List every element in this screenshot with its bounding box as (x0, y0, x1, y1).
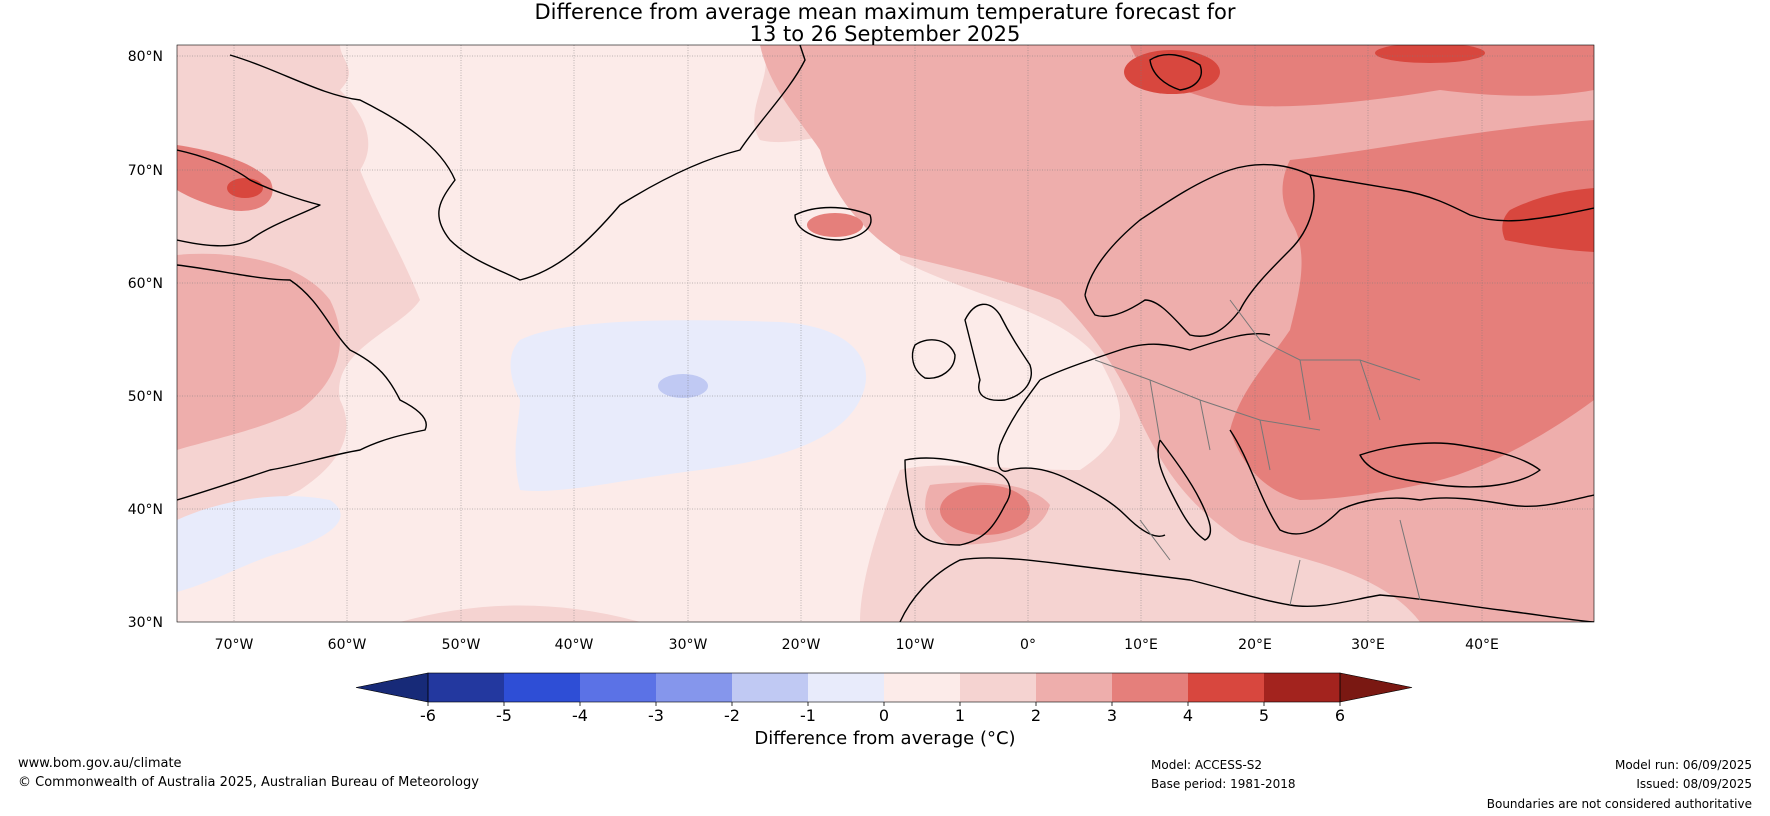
map-gridlines (177, 45, 1594, 622)
colorbar-tick-label: -4 (572, 706, 588, 725)
colorbar-tick-label: 2 (1031, 706, 1041, 725)
lat-label: 70°N (128, 163, 163, 179)
lon-label: 30°E (1351, 637, 1385, 653)
coastline-russia-arctic (1309, 174, 1594, 222)
lon-tick-labels: 70°W 60°W 50°W 40°W 30°W 20°W 10°W 0° 10… (215, 637, 1499, 653)
colorbar-bin (656, 673, 732, 702)
lat-label: 50°N (128, 389, 163, 405)
coastline-labrador (177, 264, 427, 501)
coastline-iceland (794, 206, 872, 241)
colorbar-tick-label: -6 (420, 706, 436, 725)
colorbar-tick-label: 5 (1259, 706, 1269, 725)
colorbar-tick-label: -3 (648, 706, 664, 725)
colorbar-bin (732, 673, 808, 702)
colorbar-bin (504, 673, 580, 702)
lon-label: 30°W (669, 637, 708, 653)
colorbar-over-arrow (1339, 672, 1413, 703)
coastline-iberia (904, 457, 1011, 546)
anomaly-region-2-3-canada (177, 253, 340, 450)
coastline-balkans-turkey (1229, 429, 1594, 535)
lon-label: 20°W (782, 637, 821, 653)
lon-label: 10°W (896, 637, 935, 653)
lon-label: 10°E (1124, 637, 1158, 653)
map-frame (176, 44, 1595, 623)
lat-label: 80°N (128, 49, 163, 65)
footer-base-period: Base period: 1981-2018 (1151, 777, 1296, 791)
colorbar-title: Difference from average (°C) (754, 728, 1016, 749)
lat-tick-labels: 80°N 70°N 60°N 50°N 40°N 30°N (128, 49, 163, 631)
footer-model-run: Model run: 06/09/2025 (1614, 758, 1752, 772)
colorbar-bin (1188, 673, 1264, 702)
colorbar-bin (1036, 673, 1112, 702)
anomaly-region-3-4-iceland (807, 213, 863, 237)
lon-label: 60°W (328, 637, 367, 653)
colorbar-bin (1112, 673, 1188, 702)
lon-label: 0° (1020, 637, 1036, 653)
coastline-europe-mainland (997, 332, 1271, 537)
colorbar-tick-label: -1 (800, 706, 816, 725)
country-borders (1094, 299, 1421, 606)
colorbar-tick-label: 4 (1183, 706, 1193, 725)
anomaly-region-3-4-spain (940, 485, 1030, 535)
lat-label: 60°N (128, 276, 163, 292)
colorbar-bin (1264, 673, 1340, 702)
lon-label: 70°W (215, 637, 254, 653)
anomaly-region-negative-mid-atlantic (510, 320, 867, 491)
footer-issued: Issued: 08/09/2025 (1636, 777, 1752, 791)
country-border-lines (1094, 299, 1421, 606)
colorbar-tick-label: 1 (955, 706, 965, 725)
colorbar-bin (884, 673, 960, 702)
anomaly-region-3-4-east-europe (1230, 120, 1594, 500)
anomaly-region-negative-subtropical (177, 496, 341, 592)
lon-label: 40°W (555, 637, 594, 653)
colorbar-tick-label: 3 (1107, 706, 1117, 725)
chart-title-line1: Difference from average mean maximum tem… (534, 0, 1236, 24)
colorbar-bin (960, 673, 1036, 702)
colorbar-tick-label: 0 (879, 706, 889, 725)
anomaly-fields (177, 45, 1594, 622)
lat-label: 30°N (128, 615, 163, 631)
colorbar-bin (428, 673, 504, 702)
coastline-svalbard (1149, 53, 1202, 91)
footer-disclaimer: Boundaries are not considered authoritat… (1486, 797, 1752, 811)
colorbar-under-arrow (355, 672, 429, 703)
lat-label: 40°N (128, 502, 163, 518)
footer-model: Model: ACCESS-S2 (1151, 758, 1263, 772)
lon-label: 20°E (1238, 637, 1272, 653)
anomaly-region-4-5-franz-josef (1375, 45, 1485, 63)
coastline-baffin-island (177, 149, 321, 247)
anomaly-region-3-4-greenland-sea (1130, 45, 1594, 107)
colorbar-tick-label: -2 (724, 706, 740, 725)
chart-title-line2: 13 to 26 September 2025 (749, 22, 1021, 46)
coastline-ireland (911, 339, 956, 379)
colorbar-bin (580, 673, 656, 702)
colorbar-bin (808, 673, 884, 702)
coastline-scandinavia (1084, 163, 1315, 337)
footer-website: www.bom.gov.au/climate (18, 756, 182, 771)
anomaly-region-4-5-russia (1502, 188, 1594, 252)
anomaly-region-minus1-to-minus2 (658, 374, 708, 398)
colorbar-tick-label: 6 (1335, 706, 1345, 725)
coastline-north-africa (899, 557, 1594, 622)
footer-copyright: © Commonwealth of Australia 2025, Austra… (18, 775, 479, 790)
colorbar-tick-label: -5 (496, 706, 512, 725)
colorbar: -6 -5 -4 -3 -2 -1 0 1 2 3 4 5 6 (355, 672, 1413, 725)
coastline-black-sea (1359, 442, 1541, 488)
coastline-greenland (229, 45, 806, 281)
coastlines (177, 45, 1594, 622)
coastline-italy (1157, 439, 1212, 541)
lon-label: 50°W (442, 637, 481, 653)
lon-label: 40°E (1465, 637, 1499, 653)
coastline-great-britain (964, 303, 1032, 402)
anomaly-region-4-5-baffin (227, 178, 263, 198)
